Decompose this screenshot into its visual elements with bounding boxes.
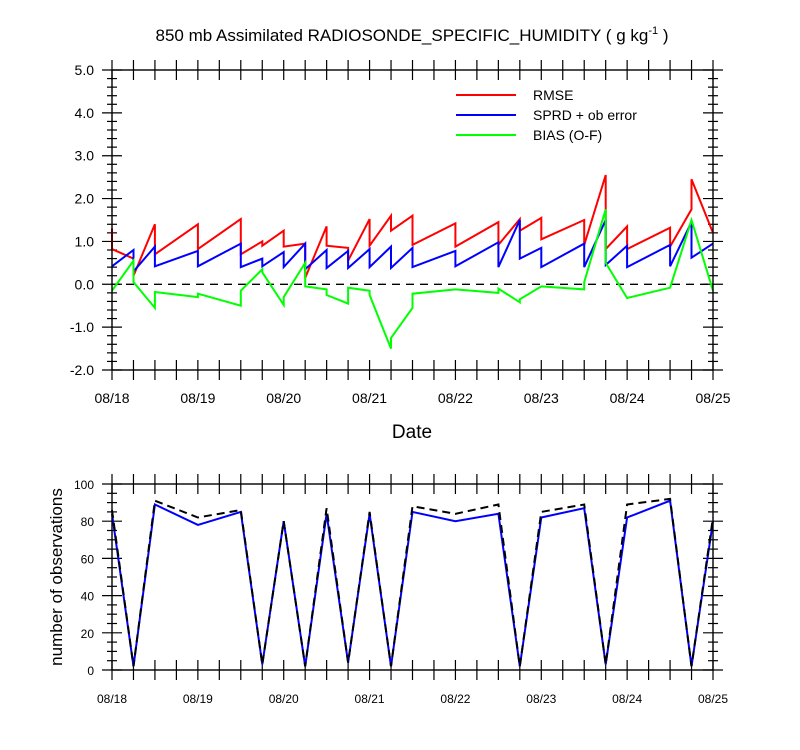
x-tick-label: 08/19 <box>183 692 213 706</box>
legend: RMSE SPRD + ob error BIAS (O-F) <box>456 87 637 143</box>
y-tick-label: -1.0 <box>70 319 94 335</box>
chart-title-superscript: -1 <box>648 25 658 37</box>
x-axis-label: Date <box>392 422 432 443</box>
chart-title-main: 850 mb Assimilated RADIOSONDE_SPECIFIC_H… <box>156 26 649 45</box>
y-tick-label: 60 <box>81 552 95 566</box>
top-panel-frame <box>111 69 714 371</box>
x-tick-label: 08/23 <box>526 692 556 706</box>
x-tick-label: 08/24 <box>612 692 642 706</box>
legend-label: BIAS (O-F) <box>533 127 602 143</box>
y-tick-label: 0 <box>87 664 94 678</box>
top-panel-series <box>111 174 714 349</box>
x-tick-label: 08/22 <box>440 692 470 706</box>
y-tick-label: 5.0 <box>75 62 95 78</box>
x-tick-label: 08/24 <box>610 390 645 406</box>
bottom-panel-frame <box>111 483 714 671</box>
y-tick-label: 4.0 <box>75 105 95 121</box>
y-axis-label-observations: number of observations <box>47 488 66 666</box>
legend-label: RMSE <box>533 87 573 103</box>
y-tick-label: -2.0 <box>70 362 94 378</box>
legend-label: SPRD + ob error <box>533 107 637 123</box>
chart-title-end: ) <box>658 26 668 45</box>
x-tick-label: 08/21 <box>352 390 387 406</box>
x-tick-label: 08/19 <box>180 390 215 406</box>
x-tick-label: 08/25 <box>695 390 730 406</box>
y-tick-label: 40 <box>81 590 95 604</box>
y-tick-label: 80 <box>81 515 95 529</box>
bottom-panel-tick-labels: 08/18 08/19 08/20 08/21 08/22 08/23 08/24 08/25… <box>74 478 728 706</box>
x-tick-label: 08/18 <box>94 390 129 406</box>
x-tick-label: 08/18 <box>97 692 127 706</box>
bottom-panel: 08/18 08/19 08/20 08/21 08/22 08/23 08/24 08/25… <box>47 474 728 706</box>
y-tick-label: 3.0 <box>75 148 95 164</box>
top-panel-tick-labels: 08/18 08/19 08/20 08/21 08/22 08/23 08/24 08/25… <box>70 62 731 406</box>
y-tick-label: 0.0 <box>75 276 95 292</box>
x-tick-label: 08/25 <box>698 692 728 706</box>
series-line-bias-o-f <box>111 209 714 349</box>
series-line-observations-assimilated <box>111 499 714 667</box>
y-tick-label: 1.0 <box>75 233 95 249</box>
x-tick-label: 08/20 <box>269 692 299 706</box>
bottom-panel-series <box>111 497 714 667</box>
y-tick-label: 20 <box>81 627 95 641</box>
series-line-observations-possible <box>111 497 714 667</box>
x-tick-label: 08/21 <box>355 692 385 706</box>
x-tick-label: 08/22 <box>438 390 473 406</box>
y-tick-label: 100 <box>74 478 94 492</box>
x-tick-label: 08/23 <box>524 390 559 406</box>
x-tick-label: 08/20 <box>266 390 301 406</box>
y-tick-label: 2.0 <box>75 191 95 207</box>
top-panel: 08/18 08/19 08/20 08/21 08/22 08/23 08/24 08/25… <box>70 60 731 443</box>
chart-title: 850 mb Assimilated RADIOSONDE_SPECIFIC_H… <box>156 25 669 45</box>
